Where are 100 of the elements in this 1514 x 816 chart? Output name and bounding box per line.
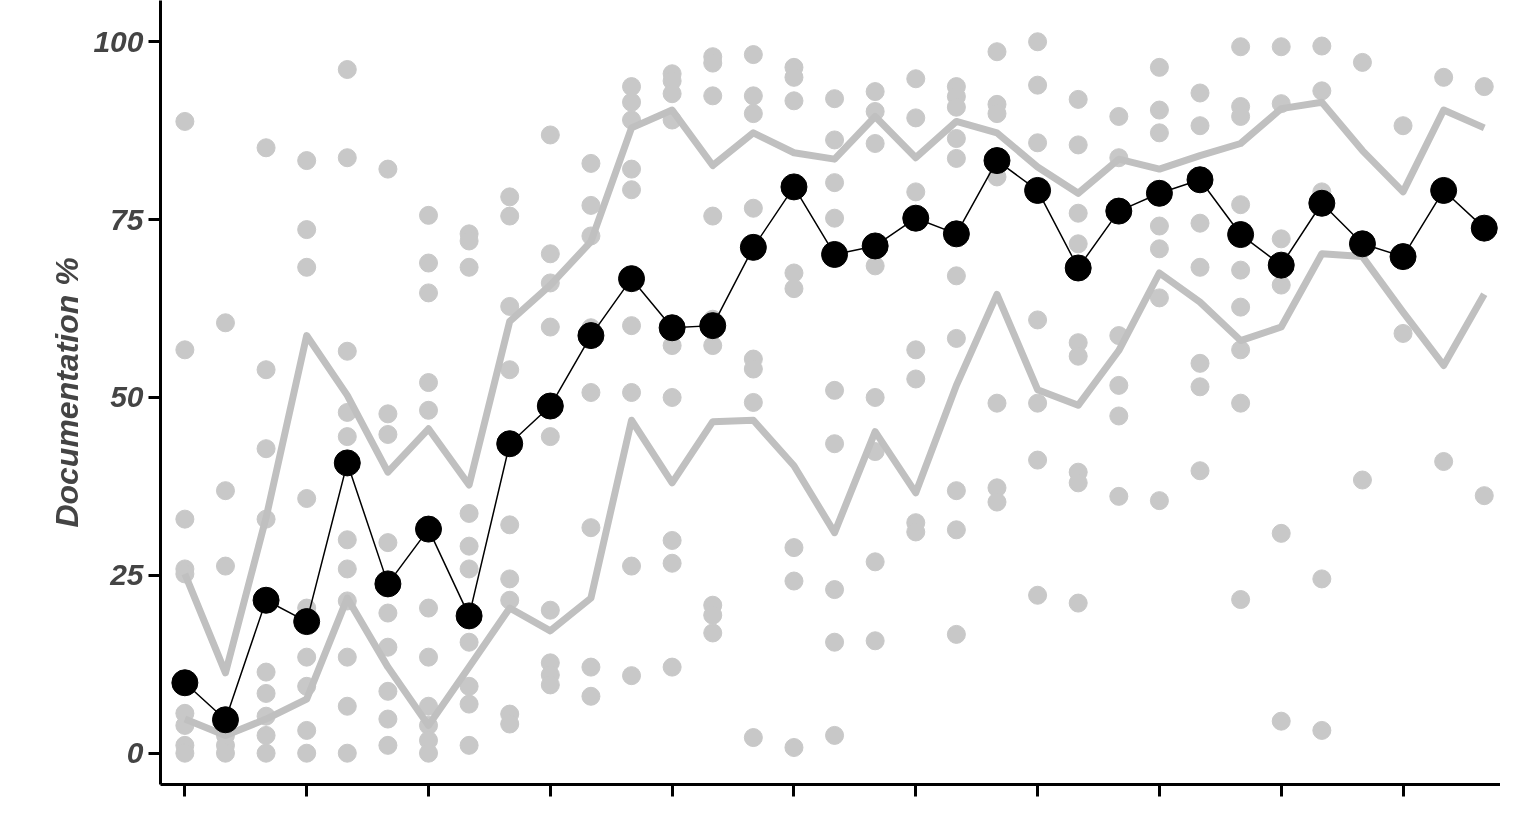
point: [378, 735, 398, 755]
point: [419, 400, 438, 420]
point: [1109, 486, 1129, 506]
point: [906, 369, 926, 389]
point: [577, 322, 605, 350]
point: [780, 173, 808, 201]
point: [662, 553, 682, 573]
point: [419, 647, 438, 667]
point: [946, 481, 966, 501]
point: [378, 637, 398, 657]
point: [1231, 195, 1251, 215]
point: [1028, 133, 1048, 153]
point: [622, 666, 642, 686]
y-tick-label: 50: [110, 380, 144, 414]
point: [784, 571, 804, 591]
point: [256, 360, 276, 380]
point: [946, 520, 966, 540]
point: [1190, 461, 1210, 481]
point: [1227, 221, 1255, 249]
point: [743, 392, 763, 412]
point: [1068, 89, 1088, 109]
point: [865, 134, 885, 153]
point: [581, 383, 601, 402]
point: [1149, 491, 1169, 511]
point: [297, 151, 317, 171]
point: [536, 392, 564, 420]
point: [374, 570, 402, 598]
point: [419, 253, 438, 273]
point: [658, 314, 686, 342]
point: [743, 198, 763, 218]
point: [419, 696, 438, 716]
point: [618, 265, 646, 293]
point: [662, 84, 682, 104]
point: [662, 531, 682, 550]
point: [337, 427, 357, 447]
point: [1271, 523, 1291, 543]
point: [215, 313, 235, 333]
point: [865, 388, 885, 407]
point: [1389, 243, 1417, 271]
point: [1028, 393, 1048, 413]
point: [256, 683, 276, 703]
point: [459, 735, 479, 755]
point: [1149, 100, 1169, 120]
point: [987, 492, 1007, 512]
point: [333, 449, 361, 477]
point: [500, 515, 520, 535]
point: [1145, 179, 1173, 207]
point: [1149, 288, 1169, 308]
point: [337, 60, 357, 79]
point: [455, 602, 483, 630]
point: [861, 232, 889, 260]
point: [1348, 230, 1376, 258]
point: [378, 533, 398, 553]
point: [297, 489, 317, 508]
point: [540, 244, 560, 264]
point: [211, 706, 239, 734]
point: [459, 536, 479, 556]
point: [459, 503, 479, 523]
point: [1231, 590, 1251, 610]
point: [337, 148, 357, 168]
point: [622, 77, 642, 97]
point: [743, 45, 763, 65]
point: [1231, 260, 1251, 280]
point: [699, 312, 727, 340]
point: [1312, 81, 1332, 101]
point: [946, 148, 966, 168]
point: [1434, 67, 1454, 87]
point: [825, 434, 845, 454]
y-tick-label: 0: [126, 736, 144, 770]
point: [1186, 166, 1214, 194]
point: [1271, 275, 1291, 295]
point: [1271, 37, 1291, 57]
point: [622, 92, 642, 112]
point: [1474, 77, 1494, 97]
point: [1068, 593, 1088, 613]
y-tick-label: 25: [109, 558, 145, 592]
point: [256, 725, 276, 745]
point: [1190, 116, 1210, 136]
point: [1028, 310, 1048, 330]
point: [1267, 251, 1295, 279]
point: [256, 662, 276, 682]
point: [1312, 569, 1332, 589]
point: [581, 686, 601, 706]
point: [496, 430, 524, 458]
point: [1190, 377, 1210, 397]
point: [784, 279, 804, 299]
point: [1024, 176, 1052, 204]
point: [865, 82, 885, 102]
point: [337, 530, 357, 550]
point: [622, 383, 642, 402]
point: [743, 728, 763, 748]
point: [459, 694, 479, 714]
point: [175, 111, 195, 131]
point: [902, 204, 930, 232]
point: [662, 388, 682, 407]
point: [946, 624, 966, 644]
point: [540, 600, 560, 620]
point: [581, 657, 601, 677]
point: [500, 187, 520, 207]
point: [784, 91, 804, 111]
